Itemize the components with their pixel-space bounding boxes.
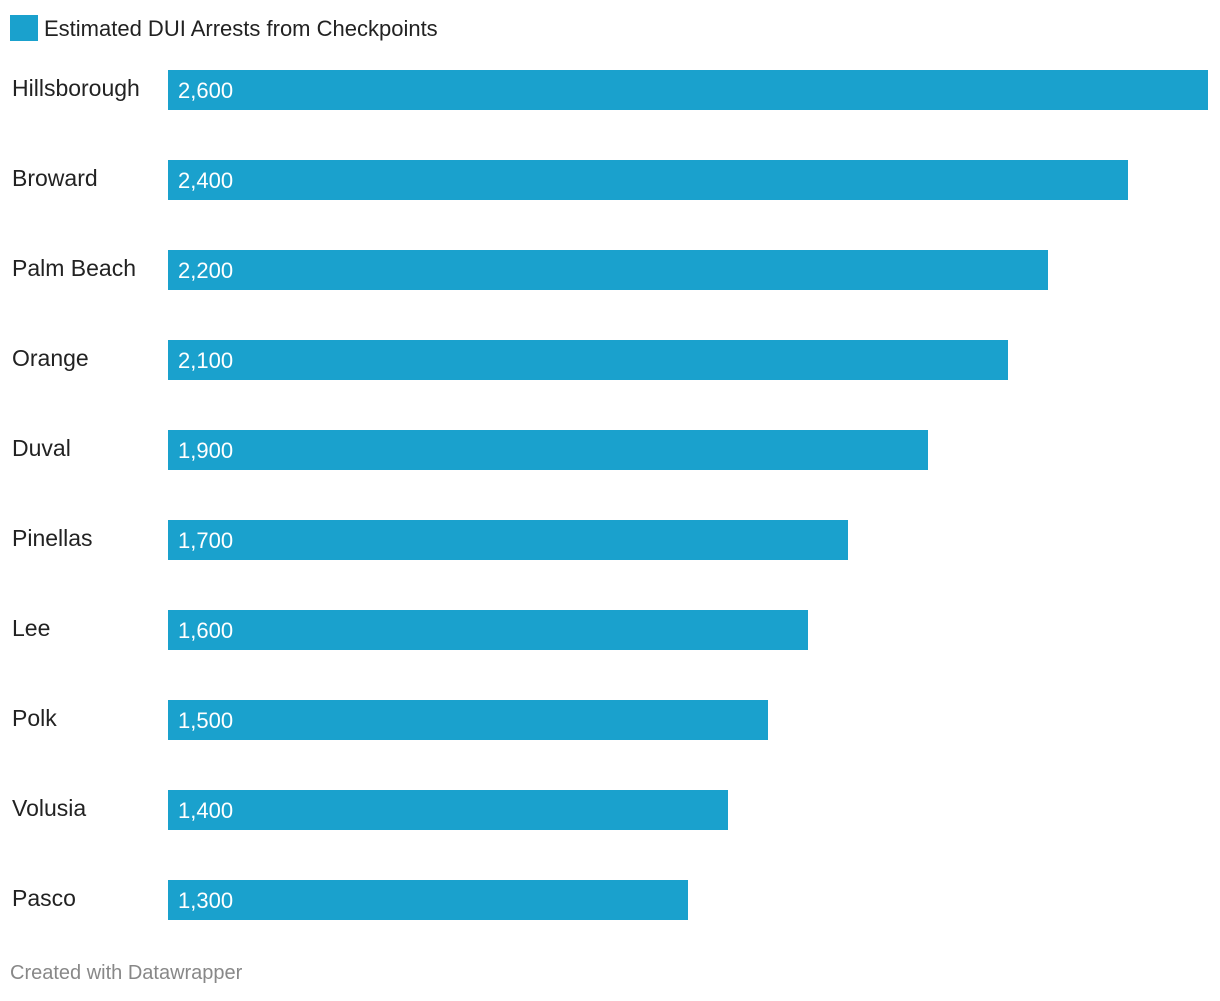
bar-volusia xyxy=(168,790,728,830)
value-labels: 2,600 2,400 2,200 2,100 1,900 1,700 1,600 1,500… xyxy=(178,78,233,913)
legend-label: Estimated DUI Arrests from Checkpoints xyxy=(44,16,438,41)
bar-pinellas xyxy=(168,520,848,560)
legend-swatch xyxy=(10,15,38,41)
value-label-pinellas: 1,700 xyxy=(178,528,233,553)
footer-credit: Created with Datawrapper xyxy=(10,962,243,984)
bar-hillsborough xyxy=(168,70,1208,110)
category-label-palm-beach: Palm Beach xyxy=(12,255,136,281)
bar-palm-beach xyxy=(168,250,1048,290)
category-label-pasco: Pasco xyxy=(12,885,76,911)
value-label-pasco: 1,300 xyxy=(178,888,233,913)
category-label-hillsborough: Hillsborough xyxy=(12,75,140,101)
category-label-duval: Duval xyxy=(12,435,71,461)
bars xyxy=(168,70,1208,920)
category-labels: Hillsborough Broward Palm Beach Orange Duval… xyxy=(12,75,140,911)
value-label-lee: 1,600 xyxy=(178,618,233,643)
bar-polk xyxy=(168,700,768,740)
category-label-polk: Polk xyxy=(12,705,57,731)
legend: Estimated DUI Arrests from Checkpoints xyxy=(10,15,438,41)
bar-duval xyxy=(168,430,928,470)
bar-lee xyxy=(168,610,808,650)
bar-pasco xyxy=(168,880,688,920)
value-label-palm-beach: 2,200 xyxy=(178,258,233,283)
bar-broward xyxy=(168,160,1128,200)
value-label-orange: 2,100 xyxy=(178,348,233,373)
category-label-orange: Orange xyxy=(12,345,89,371)
value-label-duval: 1,900 xyxy=(178,438,233,463)
category-label-lee: Lee xyxy=(12,615,50,641)
value-label-polk: 1,500 xyxy=(178,708,233,733)
category-label-broward: Broward xyxy=(12,165,98,191)
value-label-volusia: 1,400 xyxy=(178,798,233,823)
category-label-volusia: Volusia xyxy=(12,795,86,821)
category-label-pinellas: Pinellas xyxy=(12,525,93,551)
value-label-broward: 2,400 xyxy=(178,168,233,193)
bar-orange xyxy=(168,340,1008,380)
value-label-hillsborough: 2,600 xyxy=(178,78,233,103)
